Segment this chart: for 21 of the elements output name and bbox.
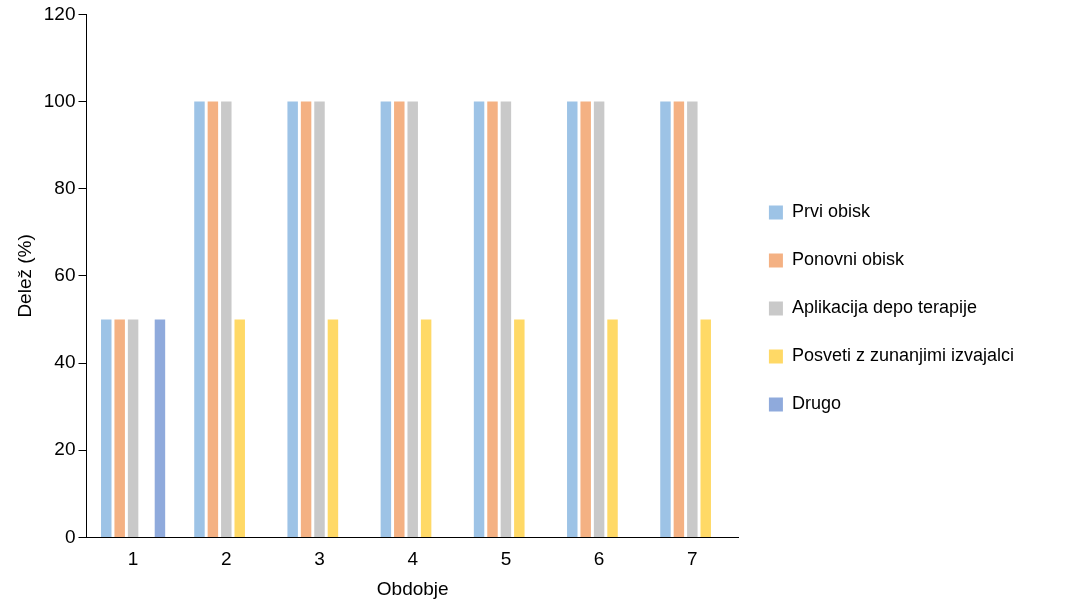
legend-label: Drugo <box>791 393 856 414</box>
x-tick-label: 1 <box>127 548 139 570</box>
x-tick-label: 4 <box>407 548 419 570</box>
x-axis-title: Obdobje <box>376 577 449 599</box>
y-tick-label: 0 <box>64 525 76 547</box>
legend-label: Ponovni obisk <box>791 249 919 270</box>
legend-label: Posveti z zunanjimi izvajalci <box>791 345 1030 366</box>
legend-label: Aplikacija depo terapije <box>791 297 993 318</box>
y-tick-label: 100 <box>43 89 76 111</box>
x-tick-label: 5 <box>500 548 512 570</box>
x-tick-label: 2 <box>221 548 232 570</box>
x-tick-label: 3 <box>314 548 325 570</box>
x-tick-label: 6 <box>593 548 605 570</box>
legend-label: Prvi obisk <box>791 201 885 222</box>
y-tick-label: 60 <box>54 264 76 286</box>
y-tick-label: 40 <box>54 351 76 373</box>
y-axis-title: Delež (%) <box>13 234 35 318</box>
x-tick-label: 7 <box>687 548 698 570</box>
y-tick-label: 120 <box>43 2 76 24</box>
y-tick-label: 80 <box>54 176 76 198</box>
y-tick-label: 20 <box>54 438 76 460</box>
